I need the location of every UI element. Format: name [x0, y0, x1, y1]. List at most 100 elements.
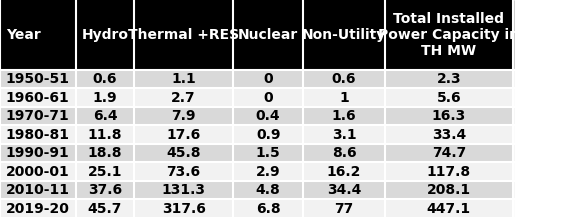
Bar — [134, 144, 233, 162]
Text: 131.3: 131.3 — [161, 183, 206, 197]
Bar — [0, 144, 76, 162]
Text: Hydro: Hydro — [82, 28, 128, 42]
Text: 1960-61: 1960-61 — [6, 90, 69, 105]
Bar — [385, 162, 513, 181]
Bar — [385, 88, 513, 107]
Bar — [76, 125, 134, 144]
Text: 37.6: 37.6 — [88, 183, 122, 197]
Bar — [134, 0, 233, 70]
Text: Nuclear: Nuclear — [238, 28, 298, 42]
Text: 5.6: 5.6 — [437, 90, 461, 105]
Bar — [385, 144, 513, 162]
Text: 16.3: 16.3 — [432, 109, 466, 123]
Bar — [233, 181, 303, 199]
Text: 74.7: 74.7 — [432, 146, 466, 160]
Text: 0.9: 0.9 — [256, 128, 280, 142]
Bar — [76, 181, 134, 199]
Text: 1950-51: 1950-51 — [6, 72, 70, 86]
Bar — [385, 107, 513, 125]
Bar — [0, 181, 76, 199]
Text: 117.8: 117.8 — [427, 165, 471, 179]
Bar — [303, 0, 385, 70]
Bar — [76, 88, 134, 107]
Bar — [385, 181, 513, 199]
Text: 317.6: 317.6 — [161, 202, 206, 216]
Text: 2.9: 2.9 — [256, 165, 280, 179]
Text: 3.1: 3.1 — [332, 128, 356, 142]
Text: 4.8: 4.8 — [256, 183, 280, 197]
Text: 0.6: 0.6 — [93, 72, 117, 86]
Bar — [303, 70, 385, 88]
Text: 1980-81: 1980-81 — [6, 128, 70, 142]
Text: 25.1: 25.1 — [87, 165, 122, 179]
Bar — [134, 199, 233, 218]
Text: 2019-20: 2019-20 — [6, 202, 70, 216]
Text: 2000-01: 2000-01 — [6, 165, 69, 179]
Bar — [134, 107, 233, 125]
Text: 17.6: 17.6 — [167, 128, 201, 142]
Bar — [233, 199, 303, 218]
Bar — [0, 162, 76, 181]
Text: Total Installed
Power Capacity in
TH MW: Total Installed Power Capacity in TH MW — [378, 12, 519, 58]
Text: Thermal +RES: Thermal +RES — [128, 28, 239, 42]
Text: 8.6: 8.6 — [332, 146, 356, 160]
Bar — [233, 0, 303, 70]
Bar — [0, 125, 76, 144]
Bar — [134, 181, 233, 199]
Text: 0.4: 0.4 — [256, 109, 280, 123]
Bar — [233, 144, 303, 162]
Bar — [303, 181, 385, 199]
Text: 1.9: 1.9 — [93, 90, 117, 105]
Bar — [303, 199, 385, 218]
Bar — [76, 162, 134, 181]
Text: 0.6: 0.6 — [332, 72, 356, 86]
Text: 1990-91: 1990-91 — [6, 146, 69, 160]
Text: 6.8: 6.8 — [256, 202, 280, 216]
Text: 73.6: 73.6 — [167, 165, 201, 179]
Text: 33.4: 33.4 — [432, 128, 466, 142]
Bar — [0, 107, 76, 125]
Text: 0: 0 — [264, 90, 273, 105]
Bar — [0, 70, 76, 88]
Text: 6.4: 6.4 — [93, 109, 117, 123]
Text: 45.7: 45.7 — [88, 202, 122, 216]
Text: 447.1: 447.1 — [427, 202, 471, 216]
Text: 2.3: 2.3 — [437, 72, 461, 86]
Bar — [134, 88, 233, 107]
Bar — [303, 125, 385, 144]
Bar — [0, 88, 76, 107]
Text: 18.8: 18.8 — [87, 146, 122, 160]
Bar — [303, 88, 385, 107]
Bar — [385, 125, 513, 144]
Bar — [385, 70, 513, 88]
Text: 2010-11: 2010-11 — [6, 183, 70, 197]
Text: 208.1: 208.1 — [427, 183, 471, 197]
Bar — [233, 162, 303, 181]
Bar — [0, 0, 76, 70]
Text: 0: 0 — [264, 72, 273, 86]
Text: 1.5: 1.5 — [256, 146, 280, 160]
Text: 1970-71: 1970-71 — [6, 109, 69, 123]
Bar — [303, 162, 385, 181]
Text: 77: 77 — [334, 202, 354, 216]
Text: 1: 1 — [339, 90, 349, 105]
Bar — [134, 162, 233, 181]
Bar — [76, 0, 134, 70]
Text: 11.8: 11.8 — [87, 128, 122, 142]
Bar — [76, 70, 134, 88]
Bar — [233, 88, 303, 107]
Text: 1.6: 1.6 — [332, 109, 356, 123]
Bar — [385, 199, 513, 218]
Text: 16.2: 16.2 — [327, 165, 361, 179]
Text: Non-Utility: Non-Utility — [302, 28, 386, 42]
Bar — [233, 107, 303, 125]
Bar — [233, 125, 303, 144]
Text: 34.4: 34.4 — [327, 183, 361, 197]
Bar — [233, 70, 303, 88]
Bar — [134, 70, 233, 88]
Bar — [303, 144, 385, 162]
Text: 45.8: 45.8 — [166, 146, 201, 160]
Text: 1.1: 1.1 — [171, 72, 196, 86]
Bar — [134, 125, 233, 144]
Bar — [0, 199, 76, 218]
